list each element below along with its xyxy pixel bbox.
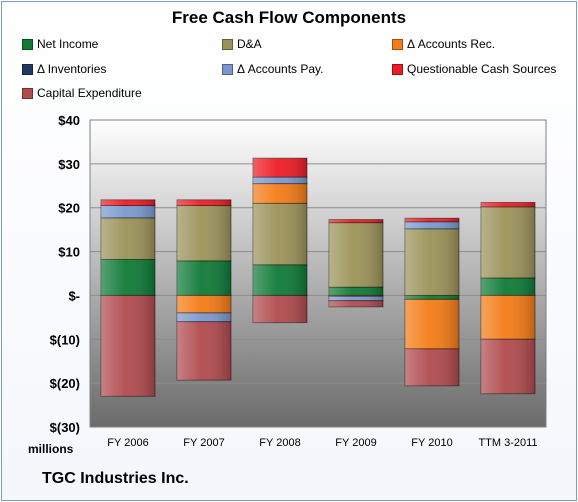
- legend-item-accounts-pay: Δ Accounts Pay.: [222, 62, 324, 76]
- x-category-label: FY 2008: [259, 437, 300, 449]
- legend-label: Δ Accounts Rec.: [407, 37, 496, 51]
- y-tick-label: $(20): [50, 376, 80, 391]
- bar-segment-shading: [177, 205, 231, 261]
- y-tick-label: $30: [58, 157, 80, 172]
- bar-segment-shading: [101, 205, 155, 218]
- legend-item-net-income: Net Income: [22, 37, 98, 51]
- legend-label: Δ Inventories: [37, 62, 107, 76]
- y-tick-label: $10: [58, 245, 80, 260]
- bar-segment-shading: [329, 300, 383, 307]
- bar-segment-shading: [481, 202, 535, 207]
- bar-segment-shading: [253, 177, 307, 184]
- x-category-label: FY 2006: [107, 437, 148, 449]
- y-tick-label: $(30): [50, 420, 80, 435]
- bar-segment-shading: [405, 221, 459, 229]
- legend-label: Capital Expenditure: [37, 86, 142, 100]
- y-axis-tick-labels: $40 $30 $20 $10 $- $(10) $(20) $(30): [50, 113, 80, 435]
- legend-swatch: [22, 38, 33, 50]
- bar-segment-shading: [329, 296, 383, 301]
- legend-item-questionable-cash: Questionable Cash Sources: [392, 62, 556, 76]
- bar-segment-shading: [101, 259, 155, 296]
- bar-segment-shading: [405, 348, 459, 386]
- legend-item-inventories: Δ Inventories: [22, 62, 106, 76]
- x-axis-category-labels: FY 2006 FY 2007 FY 2008 FY 2009 FY 2010 TTM 3…: [107, 437, 537, 449]
- chart-title: Free Cash Flow Components: [171, 8, 407, 27]
- y-tick-label: $20: [58, 201, 80, 216]
- bar-segment-shading: [101, 217, 155, 260]
- legend-swatch: [222, 63, 233, 75]
- x-category-label: FY 2010: [411, 437, 452, 449]
- bar-segment-shading: [177, 312, 231, 322]
- bar-segment-shading: [253, 183, 307, 204]
- bar-segment-shading: [405, 218, 459, 222]
- bar-segment-shading: [177, 199, 231, 206]
- bar-segment-shading: [481, 277, 535, 296]
- plot-background: [89, 119, 547, 428]
- legend-swatch: [392, 63, 403, 75]
- x-category-label: TTM 3-2011: [478, 437, 537, 449]
- bar-segment-shading: [253, 264, 307, 296]
- bars: [100, 157, 536, 397]
- bar-segment-shading: [481, 339, 535, 394]
- legend-swatch: [222, 38, 233, 50]
- bar-segment-shading: [481, 295, 535, 340]
- x-category-label: FY 2009: [335, 437, 376, 449]
- legend-label: Δ Accounts Pay.: [237, 62, 324, 76]
- bar-segment-shading: [329, 219, 383, 223]
- x-category-label: FY 2007: [183, 437, 224, 449]
- bar-segment-shading: [329, 287, 383, 296]
- bar-segment-shading: [329, 222, 383, 288]
- legend-swatch: [22, 63, 33, 75]
- y-tick-label: $40: [58, 113, 80, 128]
- bar-segment-shading: [177, 295, 231, 313]
- y-tick-label: $(10): [50, 332, 80, 347]
- bar-segment-shading: [329, 295, 383, 297]
- legend-swatch: [392, 38, 403, 50]
- legend-item-capex: Capital Expenditure: [22, 86, 142, 100]
- legend-item-accounts-rec: Δ Accounts Rec.: [392, 37, 495, 51]
- bar-segment-shading: [101, 295, 155, 397]
- bar-segment-shading: [405, 228, 459, 296]
- y-tick-label: $-: [68, 288, 80, 303]
- bar-segment-shading: [253, 203, 307, 265]
- bar-segment-shading: [177, 260, 231, 296]
- bar-segment-shading: [405, 299, 459, 349]
- legend-label: Net Income: [37, 37, 99, 51]
- bar-segment-shading: [253, 295, 307, 323]
- bar-segment-shading: [253, 158, 307, 178]
- bar-segment-shading: [177, 321, 231, 381]
- company-name: TGC Industries Inc.: [42, 470, 189, 487]
- legend-item-da: D&A: [222, 37, 262, 51]
- legend-label: D&A: [237, 37, 262, 51]
- bar-segment-shading: [101, 199, 155, 206]
- units-label: millions: [28, 442, 74, 456]
- bar-segment-shading: [405, 295, 459, 300]
- bar-segment-shading: [481, 206, 535, 278]
- legend-label: Questionable Cash Sources: [407, 62, 557, 76]
- legend-swatch: [22, 87, 33, 99]
- gridlines: [90, 163, 546, 384]
